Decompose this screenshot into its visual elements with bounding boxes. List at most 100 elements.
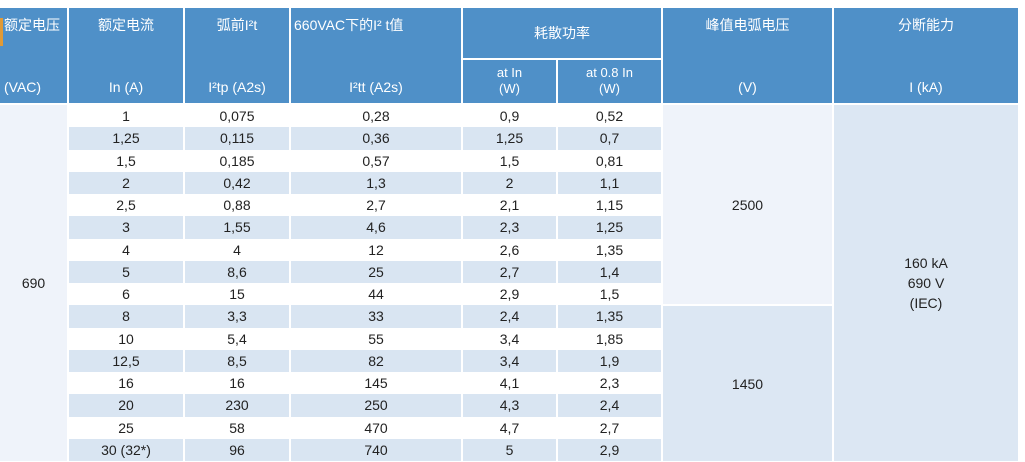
cell-i2tt: 0,57 xyxy=(289,149,462,172)
cell-p-in: 4,7 xyxy=(461,416,557,439)
cell-p-in: 2 xyxy=(461,171,557,194)
cell-i2tt: 4,6 xyxy=(289,216,462,239)
header-rated-voltage-unit: (VAC) xyxy=(4,79,42,95)
table-row: 2,5 0,88 2,7 2,1 1,15 xyxy=(0,194,1018,217)
cell-i2tp: 15 xyxy=(183,283,290,306)
header-breaking-capacity-unit: I (kA) xyxy=(909,79,943,95)
cell-i2tp: 3,3 xyxy=(183,305,290,328)
table-row: 6 15 44 2,9 1,5 xyxy=(0,283,1018,306)
cell-p-in: 4,3 xyxy=(461,394,557,417)
table-row: 1,25 0,115 0,36 1,25 0,7 xyxy=(0,127,1018,150)
cell-i2tt: 740 xyxy=(289,438,462,461)
header-prearc-i2t: 弧前I²t I²tp (A2s) xyxy=(183,8,290,105)
header-rated-voltage-label: 额定电压 xyxy=(4,17,60,33)
header-power-at-08in: at 0.8 In (W) xyxy=(556,58,662,106)
cell-i2tp: 0,075 xyxy=(183,104,290,128)
cell-in: 5 xyxy=(67,260,184,283)
cell-in: 12,5 xyxy=(67,349,184,372)
cell-p-08: 0,81 xyxy=(556,149,662,172)
cell-p-in: 2,6 xyxy=(461,238,557,261)
cell-i2tt: 55 xyxy=(289,327,462,350)
orange-accent-mark xyxy=(0,18,3,46)
cell-i2tt: 470 xyxy=(289,416,462,439)
cell-i2tp: 96 xyxy=(183,438,290,461)
header-power-at-08in-line2: (W) xyxy=(599,81,620,97)
cell-in: 3 xyxy=(67,216,184,239)
cell-in: 16 xyxy=(67,372,184,395)
cell-p-in: 2,9 xyxy=(461,283,557,306)
header-breaking-capacity-label: 分断能力 xyxy=(898,17,954,33)
header-prearc-label: 弧前I²t xyxy=(216,17,258,33)
cell-i2tt: 0,28 xyxy=(289,104,462,128)
header-total-i2t-unit: I²tt (A2s) xyxy=(349,79,403,95)
cell-p-08: 2,9 xyxy=(556,438,662,461)
cell-i2tt: 82 xyxy=(289,349,462,372)
table-row: 3 1,55 4,6 2,3 1,25 xyxy=(0,216,1018,239)
table-row: 690 1 0,075 0,28 0,9 0,52 2500 160 kA 69… xyxy=(0,104,1018,461)
table-row: 8 3,3 33 2,4 1,35 1450 xyxy=(0,304,1018,461)
cell-p-in: 2,7 xyxy=(461,260,557,283)
header-breaking-capacity: 分断能力 I (kA) xyxy=(832,8,1018,105)
cell-i2tt: 12 xyxy=(289,238,462,261)
header-power-at-in-line2: (W) xyxy=(499,81,520,97)
cell-i2tp: 8,5 xyxy=(183,349,290,372)
cell-in: 10 xyxy=(67,327,184,350)
cell-i2tt: 44 xyxy=(289,283,462,306)
cell-p-08: 1,25 xyxy=(556,216,662,239)
cell-i2tp: 5,4 xyxy=(183,327,290,350)
fuse-ratings-table: 额定电压 (VAC) 额定电流 In (A) 弧前I²t I²tp (A2s) … xyxy=(0,8,1018,461)
header-power-at-in-line1: at In xyxy=(496,65,523,81)
table-row: 2 0,42 1,3 2 1,1 xyxy=(0,171,1018,194)
header-total-i2t-label: 660VAC下的I² t值 xyxy=(294,17,404,33)
cell-p-in: 1,5 xyxy=(461,149,557,172)
cell-p-08: 0,7 xyxy=(556,127,662,150)
cell-in: 2 xyxy=(67,171,184,194)
cell-i2tt: 145 xyxy=(289,372,462,395)
cell-in: 20 xyxy=(67,394,184,417)
cell-i2tp: 0,88 xyxy=(183,194,290,217)
cell-p-08: 1,1 xyxy=(556,171,662,194)
peak-arc-voltage-1450: 1450 xyxy=(661,304,833,461)
header-rated-current-unit: In (A) xyxy=(108,79,144,95)
cell-p-in: 0,9 xyxy=(461,104,557,128)
header-total-i2t: 660VAC下的I² t值 I²tt (A2s) xyxy=(289,8,462,105)
cell-in: 2,5 xyxy=(67,194,184,217)
header-peak-arc-voltage-unit: (V) xyxy=(738,79,757,95)
cell-p-in: 4,1 xyxy=(461,372,557,395)
header-power-at-08in-line1: at 0.8 In xyxy=(586,65,633,81)
cell-p-08: 2,7 xyxy=(556,416,662,439)
cell-i2tp: 16 xyxy=(183,372,290,395)
cell-i2tt: 25 xyxy=(289,260,462,283)
cell-in: 1,5 xyxy=(67,149,184,172)
table-row: 20 230 250 4,3 2,4 xyxy=(0,394,1018,417)
cell-p-08: 0,52 xyxy=(556,104,662,128)
table-row: 16 16 145 4,1 2,3 xyxy=(0,372,1018,395)
cell-in: 6 xyxy=(67,283,184,306)
cell-i2tp: 230 xyxy=(183,394,290,417)
cell-p-in: 3,4 xyxy=(461,327,557,350)
peak-arc-voltage-2500: 2500 xyxy=(661,104,833,306)
cell-p-in: 2,4 xyxy=(461,305,557,328)
cell-p-08: 1,85 xyxy=(556,327,662,350)
cell-p-in: 5 xyxy=(461,438,557,461)
table-row: 25 58 470 4,7 2,7 xyxy=(0,416,1018,439)
table-row: 4 4 12 2,6 1,35 xyxy=(0,238,1018,261)
cell-i2tt: 250 xyxy=(289,394,462,417)
cell-i2tp: 0,42 xyxy=(183,171,290,194)
cell-in: 30 (32*) xyxy=(67,438,184,461)
cell-p-08: 1,9 xyxy=(556,349,662,372)
cell-in: 1,25 xyxy=(67,127,184,150)
header-rated-current-label: 额定电流 xyxy=(98,17,154,33)
cell-p-in: 1,25 xyxy=(461,127,557,150)
header-row-sub: at In (W) at 0.8 In (W) xyxy=(0,58,1018,106)
header-row-main: 额定电压 (VAC) 额定电流 In (A) 弧前I²t I²tp (A2s) … xyxy=(0,8,1018,105)
cell-p-08: 1,35 xyxy=(556,305,662,328)
cell-i2tp: 0,185 xyxy=(183,149,290,172)
cell-i2tt: 33 xyxy=(289,305,462,328)
table-row: 5 8,6 25 2,7 1,4 xyxy=(0,260,1018,283)
table-row: 12,5 8,5 82 3,4 1,9 xyxy=(0,349,1018,372)
cell-p-08: 1,15 xyxy=(556,194,662,217)
header-power-at-in: at In (W) xyxy=(461,58,557,106)
breaking-capacity-value: 160 kA 690 V (IEC) xyxy=(832,104,1018,461)
cell-in: 25 xyxy=(67,416,184,439)
